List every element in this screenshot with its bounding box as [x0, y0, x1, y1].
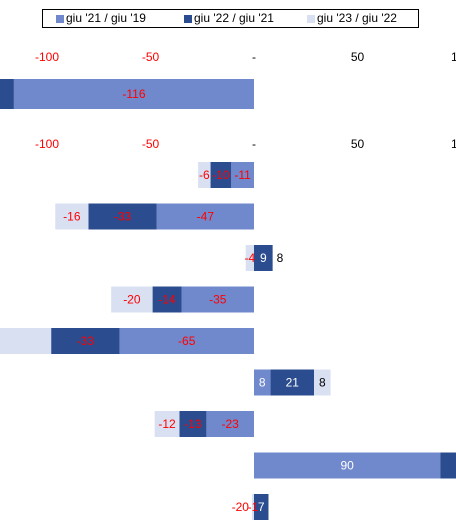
data-label: -1 — [248, 500, 259, 514]
data-label: -47 — [197, 210, 215, 224]
bar-segment-2 — [254, 494, 269, 520]
data-label: 7 — [258, 500, 265, 514]
data-label: -65 — [178, 334, 196, 348]
data-label: 8 — [319, 376, 326, 390]
bar-segment-2 — [51, 328, 120, 354]
legend-swatch-series-3 — [307, 15, 315, 23]
bar-segment-1 — [119, 328, 254, 354]
bar-segment-3 — [198, 162, 211, 188]
axis-tick-label-chart1: 100 — [451, 50, 456, 64]
data-label: 90 — [340, 459, 354, 473]
bar-segment-3 — [0, 328, 52, 354]
axis-tick-label-chart1: 50 — [351, 50, 365, 64]
data-label: -11 — [234, 168, 251, 182]
bar-segment-1 — [156, 203, 254, 230]
bar-segment-3 — [251, 494, 254, 520]
bar-segment-1 — [254, 369, 271, 396]
bar-segment-3 — [245, 245, 254, 271]
bar-segment-3 — [154, 411, 180, 437]
legend-swatch-series-1 — [56, 15, 64, 23]
data-label: -6 — [199, 168, 210, 182]
bar-segment-1 — [206, 411, 254, 437]
data-label: -10 — [212, 168, 230, 182]
data-label: -33 — [77, 334, 95, 348]
legend-label-series-1: giu '21 / giu '19 — [66, 11, 146, 25]
data-label: -13 — [184, 417, 202, 431]
axis-tick-label-chart2: 100 — [451, 137, 456, 151]
data-label: -20 — [123, 293, 141, 307]
data-label-outside: 8 — [277, 251, 284, 265]
axis-tick-label-chart2: 50 — [351, 137, 365, 151]
axis-tick-label-chart1: -100 — [35, 50, 59, 64]
bar-segment-2 — [440, 452, 456, 479]
data-label: -116 — [122, 87, 145, 101]
bar-segment-2 — [270, 369, 315, 396]
bar-segment-2 — [179, 411, 207, 437]
data-label: -4 — [245, 251, 256, 265]
legend-swatch-series-2 — [184, 15, 192, 23]
bar-segment-2 — [210, 162, 232, 188]
axis-tick-label-chart1: - — [252, 50, 256, 64]
data-label: 9 — [260, 251, 267, 265]
axis-tick-label-chart2: -100 — [35, 137, 59, 151]
bar-segment-2 — [254, 245, 273, 271]
axis-tick-label-chart2: -50 — [142, 137, 160, 151]
data-label: 21 — [286, 376, 300, 390]
axis-tick-label-chart1: -50 — [142, 50, 160, 64]
bar-segment-3 — [314, 369, 331, 396]
data-label: -33 — [114, 210, 132, 224]
bar-segment-1 — [231, 162, 254, 188]
legend-label-series-2: giu '22 / giu '21 — [194, 11, 274, 25]
bar-segment-2 — [88, 203, 157, 230]
bar-segment-3 — [55, 203, 89, 230]
data-label: -14 — [158, 293, 176, 307]
data-label: -12 — [158, 417, 176, 431]
bar-segment-2 — [152, 286, 182, 313]
data-label-outside: -20 — [232, 500, 250, 514]
bar-segment-1 — [181, 286, 254, 313]
legend-label-series-3: giu '23 / giu '22 — [317, 11, 397, 25]
bar-segment-3 — [111, 286, 153, 313]
data-label: -16 — [63, 210, 81, 224]
data-label: -35 — [209, 293, 227, 307]
bar-segment-1 — [254, 452, 441, 479]
axis-tick-label-chart2: - — [252, 137, 256, 151]
data-label: -23 — [222, 417, 240, 431]
bar-segment-1 — [13, 79, 254, 109]
data-label: 8 — [259, 376, 266, 390]
bar-segment-2 — [0, 79, 14, 109]
chart-legend: giu '21 / giu '19 giu '22 / giu '21 giu … — [42, 9, 419, 28]
